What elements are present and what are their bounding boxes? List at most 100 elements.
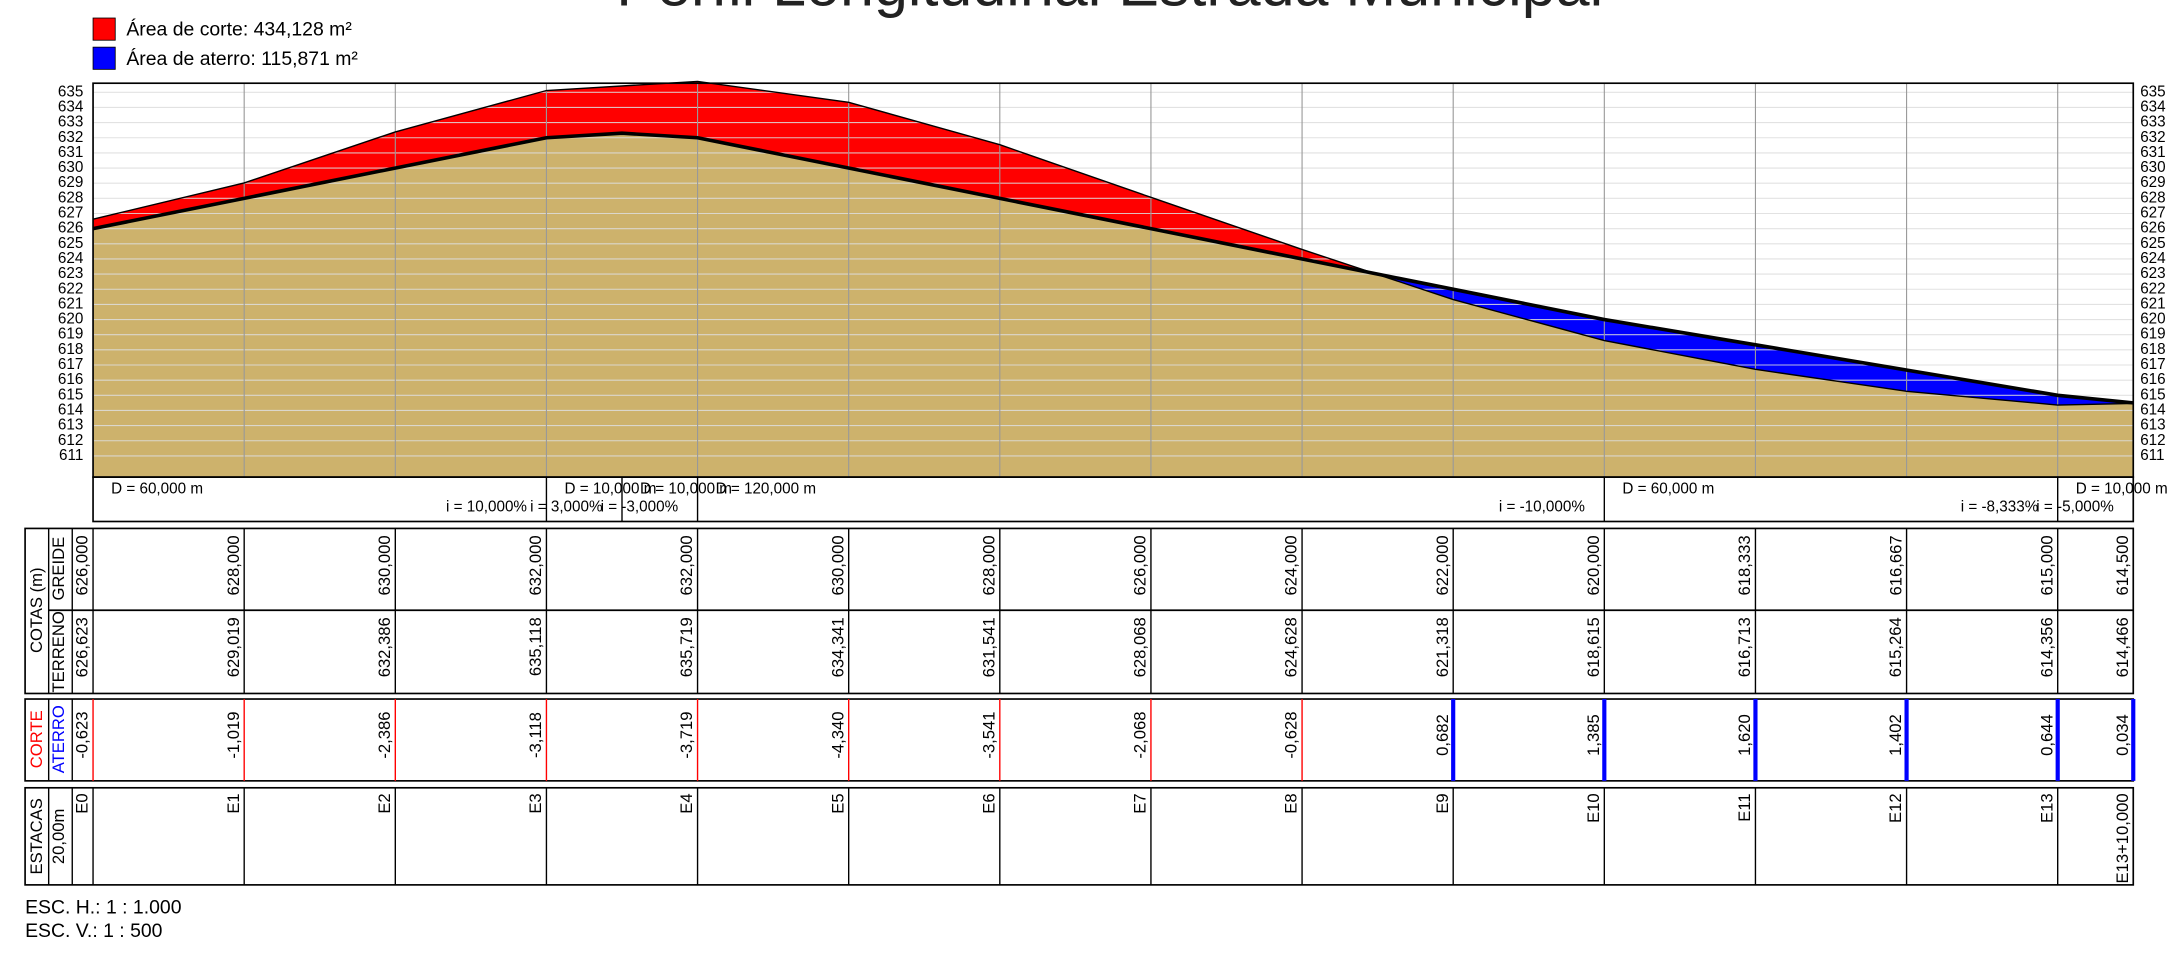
grade-value: 626,000 (1131, 535, 1150, 595)
y2-tick-label: 613 (2140, 417, 2165, 434)
cut-fill-value: -0,628 (1282, 712, 1301, 759)
y2-tick-label: 623 (2140, 265, 2165, 282)
station-label: E5 (828, 793, 847, 813)
station-label: E10 (1584, 793, 1603, 823)
legend-label: Área de aterro: 115,871 m² (126, 47, 358, 70)
cut-fill-value: 0,682 (1433, 714, 1452, 756)
grade-value: 614,500 (2113, 535, 2132, 595)
terrain-value: 629,019 (224, 617, 243, 677)
grade-value: 615,000 (2037, 535, 2056, 595)
station-label: E4 (677, 793, 696, 813)
grade-value: 632,000 (677, 535, 696, 595)
terrain-value: 635,719 (677, 617, 696, 677)
y2-tick-label: 611 (2140, 447, 2164, 464)
y2-tick-label: 628 (2140, 189, 2165, 206)
y2-tick-label: 616 (2140, 371, 2165, 388)
station-label: E3 (526, 793, 545, 813)
grade-value: 618,333 (1735, 535, 1754, 595)
cut-fill-value: 0,644 (2037, 714, 2056, 756)
terrain-line (92, 80, 2134, 406)
terrain-value: 624,628 (1282, 617, 1301, 677)
y-tick-label: 625 (58, 235, 83, 252)
cut-fill-value: -2,068 (1131, 712, 1150, 759)
y-tick-label: 632 (58, 129, 83, 146)
chart-title: Perfil Longitudinal Estrada Municipal (616, 0, 1603, 19)
row-label: GREIDE (49, 537, 68, 601)
y-tick-label: 612 (58, 432, 83, 449)
y2-tick-label: 633 (2140, 114, 2165, 131)
y2-tick-label: 631 (2140, 144, 2165, 161)
cut-fill-value: 1,402 (1886, 714, 1905, 756)
table-block (24, 698, 2135, 782)
segment-band (92, 476, 2135, 523)
grade-value: 626,000 (73, 535, 92, 595)
y2-tick-label: 629 (2140, 174, 2165, 191)
segment-slope: i = -3,000% (601, 499, 679, 516)
terrain-value: 635,118 (526, 617, 545, 676)
scale-note: ESC. V.: 1 : 500 (25, 920, 163, 942)
segment-length: D = 60,000 m (1622, 481, 1714, 498)
cut-fill-value: -3,719 (677, 712, 696, 759)
segment-length: D = 60,000 m (111, 481, 203, 498)
y-tick-label: 628 (58, 189, 83, 206)
y-tick-label: 619 (58, 326, 83, 343)
y-tick-label: 623 (58, 265, 83, 282)
station-label: E1 (224, 793, 243, 813)
cut-fill-value: 1,385 (1584, 714, 1603, 756)
cut-fill-value: -4,340 (828, 712, 847, 759)
y-tick-label: 622 (58, 280, 83, 297)
y2-tick-label: 619 (2140, 326, 2165, 343)
grade-value: 628,000 (224, 535, 243, 595)
grade-line (92, 131, 2134, 405)
segment-length: D = 120,000 m (716, 481, 816, 498)
station-label: E8 (1282, 793, 1301, 813)
grade-value: 632,000 (526, 535, 545, 595)
y2-tick-label: 626 (2140, 220, 2165, 237)
y2-tick-label: 627 (2140, 205, 2165, 222)
y-tick-label: 621 (58, 295, 83, 312)
y-tick-label: 634 (58, 98, 84, 115)
scale-note: ESC. H.: 1 : 1.000 (25, 897, 182, 919)
y-tick-label: 614 (58, 401, 84, 418)
y-tick-label: 611 (59, 447, 83, 464)
y-tick-label: 613 (58, 417, 83, 434)
legend-label: Área de corte: 434,128 m² (126, 18, 352, 41)
cut-fill-value: 1,620 (1735, 714, 1754, 756)
terrain-value: 616,713 (1735, 617, 1754, 677)
y2-tick-label: 635 (2140, 83, 2165, 100)
segment-slope: i = -10,000% (1499, 499, 1585, 516)
grade-value: 628,000 (979, 535, 998, 595)
station-label: E0 (73, 793, 92, 813)
grade-value: 622,000 (1433, 535, 1452, 595)
cut-fill-value: -0,623 (73, 712, 92, 759)
y-tick-label: 627 (58, 205, 83, 222)
group-label: ESTACAS (27, 798, 46, 874)
cut-fill-value: -1,019 (224, 712, 243, 759)
segment-length: D = 10,000 m (2076, 481, 2168, 498)
y-tick-label: 615 (58, 386, 83, 403)
table-block (24, 786, 2135, 886)
y-tick-label: 626 (58, 220, 83, 237)
terrain-value: 614,466 (2113, 617, 2132, 677)
station-label: E9 (1433, 793, 1452, 813)
row-label: 20,00m (49, 809, 68, 864)
segment-slope: i = -5,000% (2036, 499, 2114, 516)
y-tick-label: 624 (58, 250, 84, 267)
y2-tick-label: 630 (2140, 159, 2165, 176)
station-label: E2 (375, 793, 394, 813)
y2-tick-label: 621 (2140, 295, 2165, 312)
y2-tick-label: 622 (2140, 280, 2165, 297)
y2-tick-label: 617 (2140, 356, 2165, 373)
grade-value: 616,667 (1886, 535, 1905, 595)
terrain-value: 628,068 (1131, 617, 1150, 677)
ground-area (93, 133, 2134, 478)
station-label: E12 (1886, 793, 1905, 823)
terrain-value: 626,623 (73, 617, 92, 677)
terrain-value: 618,615 (1584, 617, 1603, 677)
segment-slope: i = 3,000% (530, 499, 603, 516)
y2-tick-label: 634 (2140, 98, 2166, 115)
legend-swatch (92, 46, 116, 70)
grade-value: 630,000 (828, 535, 847, 595)
y2-tick-label: 620 (2140, 311, 2165, 328)
